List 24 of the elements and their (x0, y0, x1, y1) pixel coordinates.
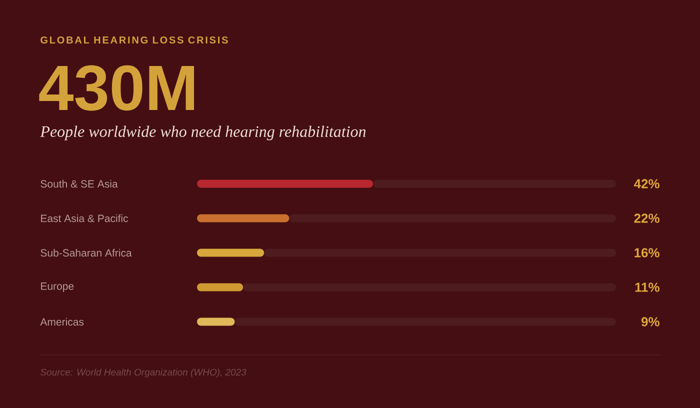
bar (243, 283, 616, 292)
bar (197, 283, 244, 292)
y-tick-label: Europe (41, 282, 74, 292)
bar (197, 248, 264, 257)
y-tick-label: Americas (40, 318, 84, 326)
source-note: Source: World Health Organization (WHO), 2023 (40, 368, 246, 378)
bar (197, 318, 235, 326)
data-label: 22% (634, 214, 660, 223)
chart-subtitle: 430M (39, 65, 194, 111)
bar (372, 180, 616, 188)
bar (264, 248, 616, 257)
data-label: 42% (634, 179, 660, 188)
data-label: 11% (635, 282, 660, 292)
chart-title: GLOBAL HEARING LOSS CRISIS (40, 36, 228, 44)
bar (197, 180, 373, 188)
data-label: 16% (634, 248, 660, 258)
y-tick-label: Sub-Saharan Africa (40, 248, 132, 257)
data-label: 9% (641, 317, 660, 326)
text: People worldwide who need hearing rehabilitation (40, 126, 366, 140)
bar (234, 318, 616, 326)
bar (197, 214, 290, 222)
bar (289, 214, 616, 222)
y-tick-label: East Asia & Pacific (41, 214, 128, 222)
y-tick-label: South & SE Asia (40, 180, 118, 188)
